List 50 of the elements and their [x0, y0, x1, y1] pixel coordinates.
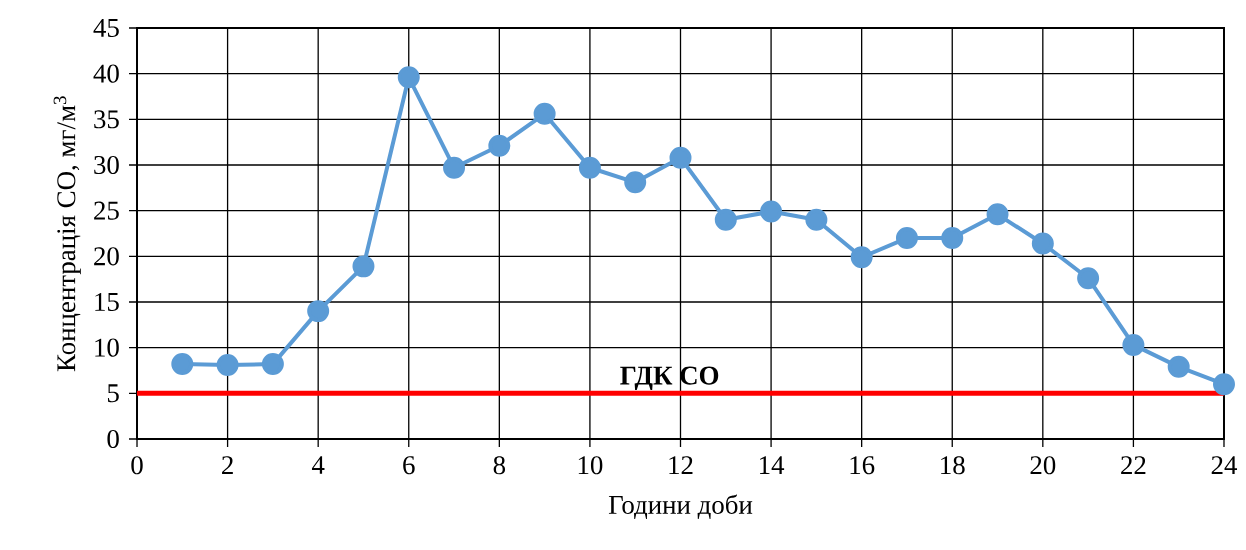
y-axis-title: Концентрація СО, мг/м$^{3}$	[53, 96, 81, 372]
x-tick-label: 20	[1030, 456, 1056, 475]
point	[1212, 373, 1235, 396]
point	[352, 255, 375, 278]
x-tick-label: 8	[493, 456, 506, 475]
point	[533, 102, 556, 125]
y-tick-label: 20	[94, 247, 119, 266]
x-tick-label: 12	[669, 456, 693, 474]
x-tick-label: 0	[131, 456, 143, 475]
point	[1077, 267, 1100, 290]
y-tick-label: 25	[94, 201, 119, 220]
point	[488, 134, 511, 157]
x-tick-label: 14	[759, 456, 785, 474]
point	[986, 203, 1009, 226]
x-tick-label: 4	[311, 456, 325, 474]
y-tick-label: 5	[107, 384, 119, 403]
point	[760, 200, 783, 223]
point	[850, 246, 873, 269]
x-tick-label: 22	[1121, 456, 1146, 474]
y-tick-label: 45	[93, 19, 119, 37]
point	[1031, 232, 1054, 255]
point	[941, 227, 964, 250]
point	[578, 156, 601, 179]
point	[669, 146, 692, 169]
point	[714, 208, 737, 231]
point	[1167, 355, 1190, 378]
x-tick-label: 16	[850, 456, 875, 475]
y-tick-label: 15	[95, 292, 119, 311]
x-tick-label: 24	[1211, 456, 1238, 474]
point	[624, 171, 647, 194]
point	[216, 354, 239, 377]
point	[895, 227, 918, 250]
y-tick-label: 35	[94, 110, 119, 129]
point	[261, 353, 284, 376]
point	[307, 300, 330, 323]
point	[805, 208, 828, 231]
x-tick-label: 2	[222, 456, 233, 474]
point	[397, 66, 420, 89]
x-tick-label: 10	[578, 456, 603, 475]
x-axis-title: Години доби	[608, 494, 753, 519]
point	[443, 156, 466, 179]
point	[1122, 333, 1145, 356]
y-tick-label: 0	[107, 429, 119, 449]
y-tick-label: 10	[95, 338, 119, 357]
x-tick-label: 6	[403, 456, 415, 475]
x-tick-label: 18	[941, 456, 965, 475]
y-tick-label: 40	[93, 64, 119, 83]
point	[171, 353, 194, 376]
ref-line-label: ГДК СО	[620, 366, 719, 391]
y-tick-label: 30	[94, 155, 119, 175]
